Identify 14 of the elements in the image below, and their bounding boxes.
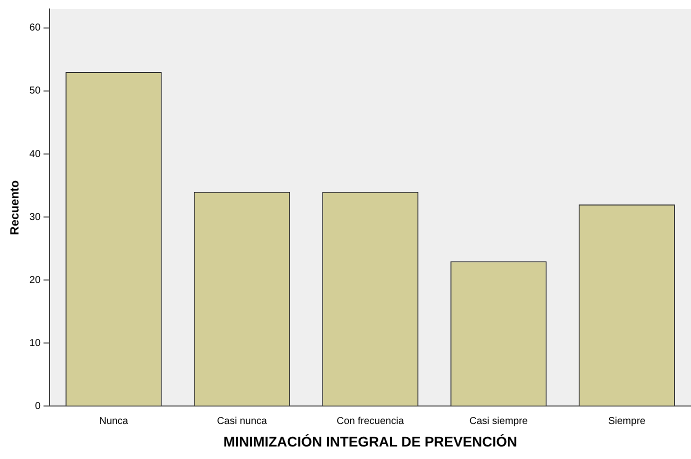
y-tick-label: 30	[29, 212, 41, 223]
x-tick-label: Con frecuencia	[336, 416, 404, 427]
y-tick-label: 40	[29, 148, 41, 160]
y-tick-label: 60	[29, 22, 41, 34]
y-tick-label: 0	[34, 400, 41, 412]
y-axis-title: Recuento	[8, 180, 22, 235]
y-tick-label: 20	[29, 274, 41, 286]
x-axis-title: MINIMIZACIÓN INTEGRAL DE PREVENCIÓN	[223, 433, 518, 450]
x-tick-label: Casi siempre	[469, 416, 528, 427]
x-tick-label: Siempre	[608, 416, 646, 427]
y-tick-label: 10	[29, 338, 41, 349]
x-tick-label: Casi nunca	[216, 416, 268, 427]
y-tick-label: 50	[29, 86, 41, 97]
x-tick-label: Nunca	[99, 416, 129, 427]
